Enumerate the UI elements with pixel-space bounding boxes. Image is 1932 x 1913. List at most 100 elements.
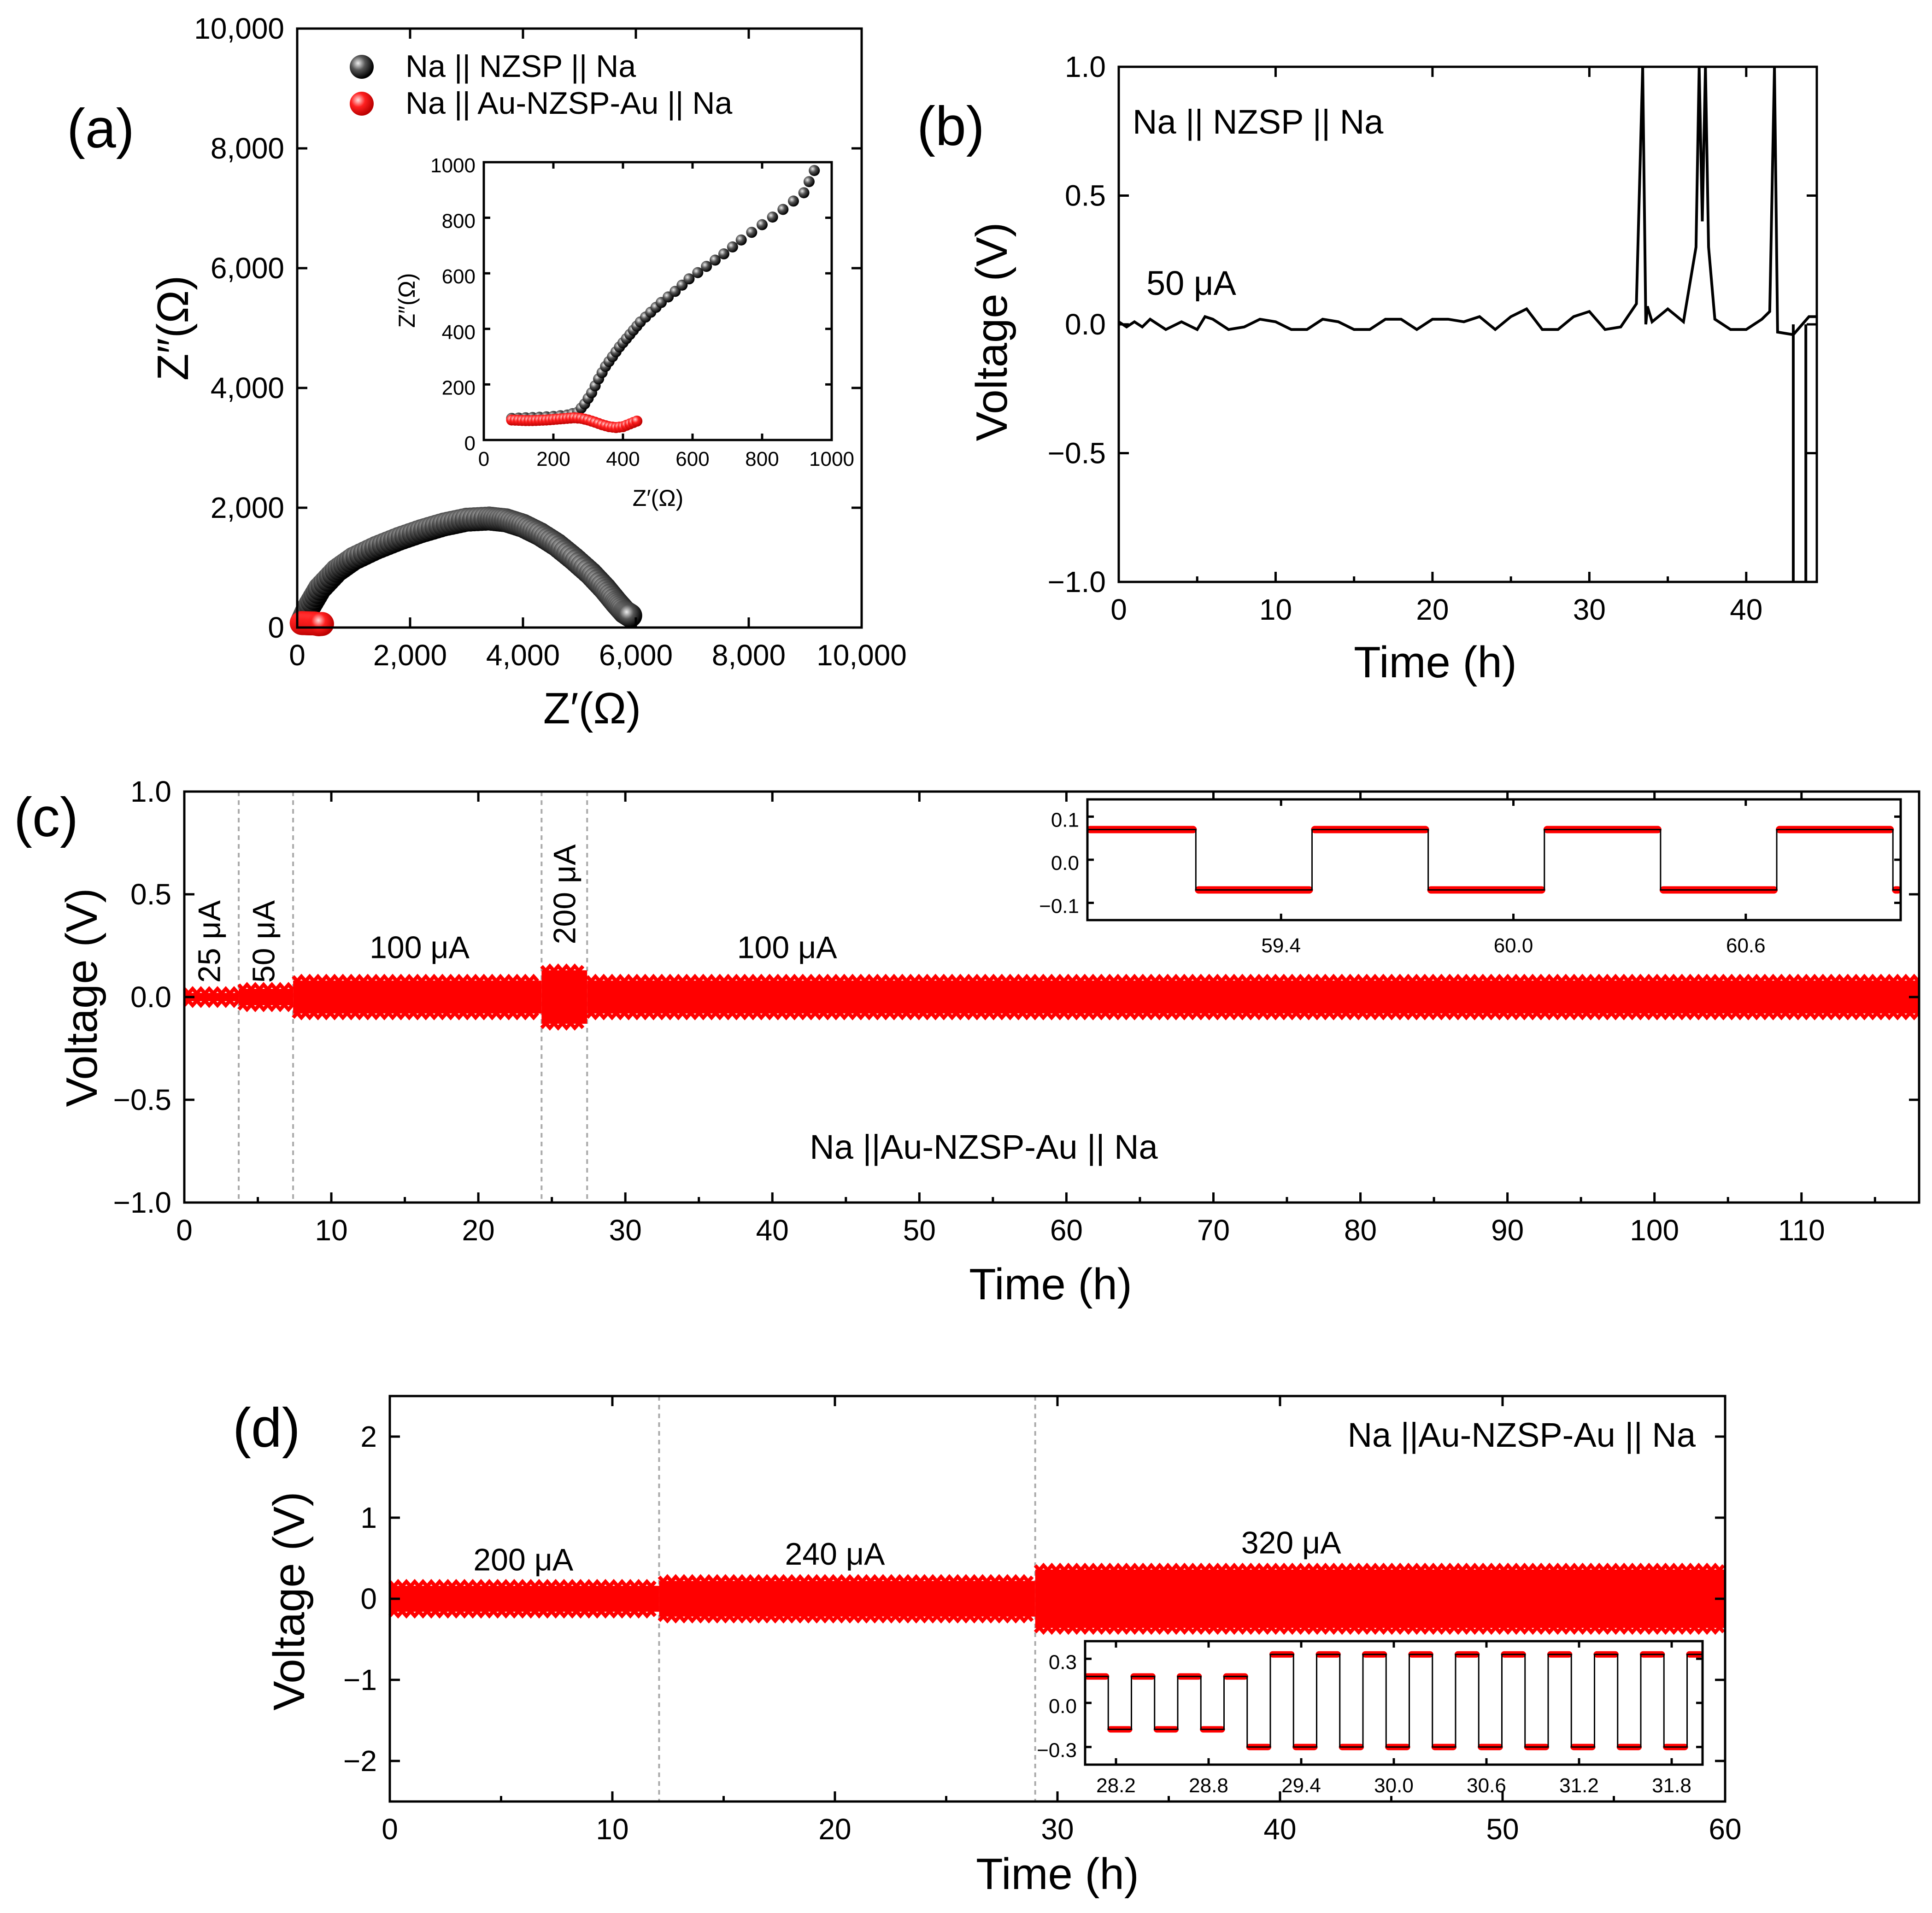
legend-marker-black [350, 55, 374, 79]
panel-c-x-tick-label: 90 [1491, 1214, 1524, 1247]
panel-a-inset-y-axis: 0 200 400 600 800 1000 [430, 154, 832, 455]
panel-a-x-tick-label: 8,000 [712, 639, 786, 672]
panel-d-inset-y-axis: −0.3 0.0 0.3 [1037, 1651, 1703, 1762]
panel-b: (b) 0 10 20 30 40 −1.0 −0.5 0.0 0.5 1.0 Time (h)… [917, 50, 1818, 687]
panel-c-voltage-band-bottom-edge [540, 1021, 585, 1031]
panel-b-x-axis-label: Time (h) [1354, 638, 1517, 687]
panel-a-inset-y-tick-label: 200 [442, 376, 476, 399]
panel-d-voltage-band [1035, 1569, 1725, 1628]
panel-d-inset-y-tick-label: −0.3 [1037, 1739, 1077, 1762]
panel-d-inset-voltage-line [1085, 1654, 1703, 1748]
panel-c-inset-x-tick-label: 59.4 [1261, 934, 1301, 957]
panel-a-inset-frame [482, 161, 833, 441]
inset-nzsp-data-point [746, 227, 758, 238]
panel-d-y-tick-label: 0 [360, 1582, 377, 1615]
panel-b-y-tick-label: 0.5 [1065, 179, 1106, 212]
panel-d-annotation-cell: Na ||Au-NZSP-Au || Na [1348, 1416, 1696, 1454]
panel-c-x-axis: 0 10 20 30 40 50 60 70 80 90 100 110 [176, 792, 1876, 1247]
panel-d-inset-x-tick-label: 30.0 [1374, 1774, 1414, 1797]
inset-nzsp-data-point [735, 234, 747, 246]
panel-d-voltage-band-bottom-edge [658, 1613, 1034, 1624]
panel-c-voltage-band-bottom-edge [586, 1010, 1920, 1021]
panel-a-x-tick-label: 0 [289, 639, 305, 672]
inset-nzsp-data-point [787, 195, 799, 207]
panel-b-voltage-line [1118, 66, 1817, 336]
panel-a-y-axis-label: Z″(Ω) [148, 276, 198, 381]
panel-c-x-tick-label: 80 [1344, 1214, 1377, 1247]
panel-c-voltage-band-top-edge [540, 963, 585, 974]
panel-c: (c) 0 10 20 30 40 50 60 70 80 90 100 110 −1.0 −0.5 0.… [14, 775, 1920, 1309]
panel-c-label-100ua-second: 100 μA [737, 930, 838, 965]
panel-c-y-axis: −1.0 −0.5 0.0 0.5 1.0 [113, 775, 1919, 1219]
legend-entry-na-nzsp-na: Na || NZSP || Na [405, 49, 636, 84]
panel-b-x-axis: 0 10 20 30 40 [1110, 67, 1762, 626]
panel-a-inset-x-tick-label: 400 [606, 448, 640, 470]
panel-c-y-tick-label: 0.0 [130, 980, 171, 1014]
inset-au-nzsp-data-point [631, 415, 643, 427]
panel-a-inset-x-tick-label: 800 [745, 448, 779, 470]
panel-c-label-200ua: 200 μA [547, 844, 582, 945]
inset-nzsp-data-point [683, 273, 695, 285]
panel-c-inset-y-tick-label: −0.1 [1039, 895, 1079, 918]
panel-c-label: (c) [14, 786, 78, 848]
panel-d-inset-x-tick-label: 31.8 [1652, 1774, 1691, 1797]
panel-c-y-tick-label: −0.5 [113, 1083, 171, 1116]
panel-d-y-tick-label: 2 [360, 1420, 377, 1453]
panel-d: (d) 0 10 20 30 40 50 60 −2 −1 0 1 2 200 μA 240 μA 32… [233, 1395, 1742, 1899]
panel-b-x-tick-label: 20 [1416, 593, 1449, 626]
panel-a-inset-y-tick-label: 1000 [430, 154, 476, 177]
panel-a-inset-x-tick-label: 1000 [809, 448, 854, 470]
inset-nzsp-data-point [809, 165, 820, 176]
panel-d-label: (d) [233, 1397, 300, 1459]
panel-c-inset-x-axis: 59.4 60.0 60.6 [1261, 799, 1766, 957]
panel-d-current-labels: 200 μA 240 μA 320 μA [473, 1525, 1341, 1577]
panel-a-inset-y-axis-label: Z″(Ω) [394, 273, 420, 328]
panel-c-voltage-band-top-edge [183, 986, 240, 997]
panel-a-y-tick-label: 6,000 [211, 252, 284, 285]
panel-c-inset-y-tick-label: 0.1 [1051, 809, 1079, 831]
inset-nzsp-data-point [798, 187, 810, 199]
panel-c-inset-voltage-line [1087, 829, 1901, 891]
panel-b-x-tick-label: 40 [1730, 593, 1762, 626]
panel-c-inset-x-tick-label: 60.6 [1726, 934, 1766, 957]
panel-c-x-tick-label: 110 [1778, 1214, 1825, 1247]
panel-c-plot [183, 792, 1920, 1203]
panel-a-inset-y-tick-label: 0 [464, 432, 476, 455]
panel-a-frame [296, 27, 863, 629]
panel-b-x-tick-label: 30 [1573, 593, 1606, 626]
panel-b-label: (b) [917, 95, 985, 157]
inset-nzsp-data-point [777, 204, 789, 215]
panel-c-annotation-cell: Na ||Au-NZSP-Au || Na [810, 1128, 1158, 1166]
inset-nzsp-data-point [757, 219, 768, 230]
panel-c-voltage-band-top-edge [237, 982, 294, 992]
panel-c-inset-plot [1086, 826, 1902, 894]
panel-d-x-tick-label: 0 [382, 1813, 398, 1846]
panel-a-y-tick-label: 10,000 [194, 12, 284, 45]
panel-d-y-axis-label: Voltage (V) [264, 1492, 314, 1711]
panel-c-y-axis-label: Voltage (V) [57, 888, 106, 1107]
panel-a-inset-x-tick-label: 0 [478, 448, 489, 470]
panel-a-inset-x-tick-label: 200 [536, 448, 570, 470]
panel-c-x-tick-label: 50 [903, 1214, 936, 1247]
panel-a-inset-x-axis-label: Z′(Ω) [633, 485, 684, 511]
inset-nzsp-data-point [767, 211, 778, 223]
panel-a-x-tick-label: 2,000 [373, 639, 447, 672]
panel-a-y-tick-label: 4,000 [211, 371, 284, 405]
panel-a-inset-x-tick-label: 600 [675, 448, 709, 470]
panel-a-inset-y-tick-label: 600 [442, 265, 476, 288]
au-nzsp-data-point [310, 612, 334, 636]
panel-c-y-tick-label: −1.0 [113, 1186, 171, 1219]
panel-d-current-label: 200 μA [473, 1542, 574, 1577]
inset-nzsp-data-point [803, 176, 815, 188]
panel-c-x-tick-label: 70 [1197, 1214, 1230, 1247]
panel-d-voltage-band [390, 1585, 659, 1612]
panel-c-y-tick-label: 0.5 [130, 878, 171, 911]
panel-c-x-tick-label: 10 [315, 1214, 347, 1247]
panel-d-inset-y-tick-label: 0.0 [1049, 1695, 1077, 1718]
panel-c-label-50ua: 50 μA [246, 900, 281, 983]
panel-a-plot [289, 506, 642, 636]
panel-a-inset-y-tick-label: 800 [442, 210, 476, 233]
panel-c-x-tick-label: 20 [462, 1214, 495, 1247]
panel-c-x-tick-label: 30 [609, 1214, 642, 1247]
